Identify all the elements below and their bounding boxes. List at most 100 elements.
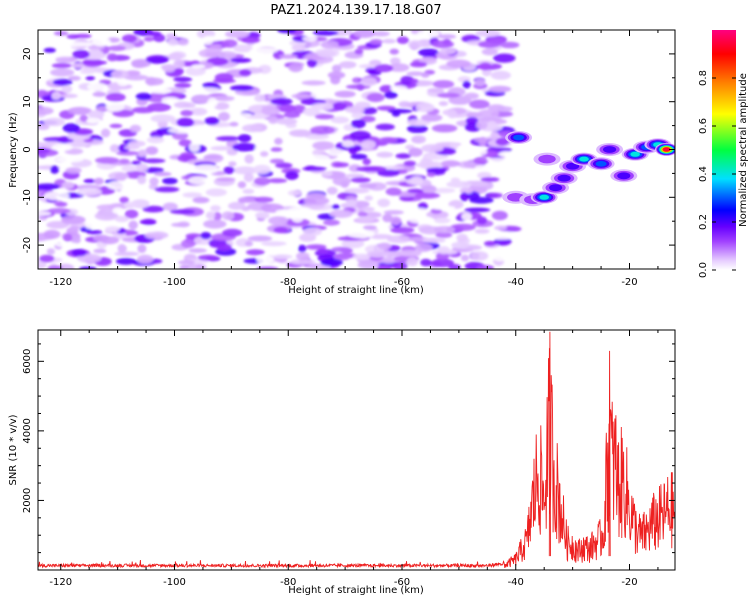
noise-blob [61,215,86,225]
noise-blob [167,38,179,46]
noise-gap [342,140,354,148]
noise-blob [431,258,454,268]
noise-blob [188,248,207,254]
noise-blob [114,172,127,182]
noise-blob [137,175,147,185]
noise-blob [116,151,140,156]
noise-blob [242,188,255,195]
noise-blob [451,241,470,249]
noise-blob [150,114,176,123]
noise-blob [38,124,50,131]
noise-blob [136,163,149,173]
noise-blob [149,177,159,186]
noise-blob [105,92,126,102]
noise-blob [388,63,410,72]
noise-blob [462,80,471,89]
noise-blob [415,243,433,252]
snr-x-label: Height of straight line (km) [288,585,424,596]
noise-blob [437,246,451,255]
noise-blob [87,45,105,51]
noise-blob [426,167,448,173]
noise-blob [331,204,340,210]
noise-blob [386,235,411,244]
noise-blob [406,71,425,76]
noise-gap [106,180,131,191]
noise-blob [346,199,357,207]
noise-blob [464,92,479,100]
noise-blob [426,172,436,178]
noise-blob [296,252,310,261]
noise-blob [106,53,118,62]
noise-blob [312,141,335,150]
noise-blob [244,154,254,164]
noise-blob [178,260,195,265]
signal-contour [603,146,617,153]
signal-contour [566,162,580,170]
noise-blob [213,102,230,110]
noise-gap [417,30,440,38]
noise-blob [395,153,412,159]
noise-blob [387,108,413,114]
noise-blob [497,106,513,112]
noise-blob [39,254,55,263]
noise-blob [179,265,190,269]
noise-blob [298,244,307,253]
noise-blob [478,136,488,147]
noise-blob [169,209,195,215]
noise-blob [268,115,279,124]
noise-blob [165,33,177,40]
noise-blob [303,227,322,236]
noise-blob [210,205,221,212]
noise-blob [213,212,222,221]
noise-blob [354,101,371,109]
noise-gap [38,65,49,76]
noise-blob [383,210,404,215]
noise-blob [460,254,470,262]
noise-blob [95,157,120,164]
noise-blob [209,44,222,49]
noise-blob [278,104,297,113]
noise-blob [332,101,347,111]
y-tick-label: 4000 [22,418,33,443]
noise-blob [421,113,443,122]
noise-blob [407,188,425,194]
noise-blob [93,248,107,254]
noise-gap [411,207,429,214]
noise-blob [138,149,148,157]
y-tick-label: 10 [22,95,33,108]
noise-blob [121,34,138,43]
noise-blob [66,34,80,40]
noise-blob [391,111,401,117]
noise-blob [350,177,371,183]
noise-blob [440,160,461,168]
colorbar-tick-label: 0.4 [698,166,709,182]
noise-blob [331,64,342,73]
noise-blob [245,249,265,256]
y-tick-label: 6000 [22,349,33,374]
noise-gap [297,149,308,156]
noise-gap [43,191,70,201]
noise-blob [128,140,146,147]
noise-blob [81,60,108,66]
noise-blob [242,124,263,133]
noise-gap [191,64,206,69]
x-tick-label: -20 [621,577,637,588]
noise-blob [233,166,258,175]
noise-blob [93,234,110,242]
x-tick-label: -40 [508,277,524,288]
noise-blob [54,201,68,207]
figure-title: PAZ1.2024.139.17.18.G07 [270,3,441,18]
noise-gap [150,88,172,94]
noise-blob [360,140,376,150]
x-tick-label: -60 [394,277,410,288]
noise-gap [112,207,124,215]
noise-gap [492,252,509,262]
x-tick-label: -100 [163,277,186,288]
snr-frame [37,329,676,571]
noise-blob [162,64,176,73]
noise-gap [117,78,130,87]
noise-blob [446,181,472,188]
noise-blob [285,171,299,180]
noise-blob [292,104,306,114]
